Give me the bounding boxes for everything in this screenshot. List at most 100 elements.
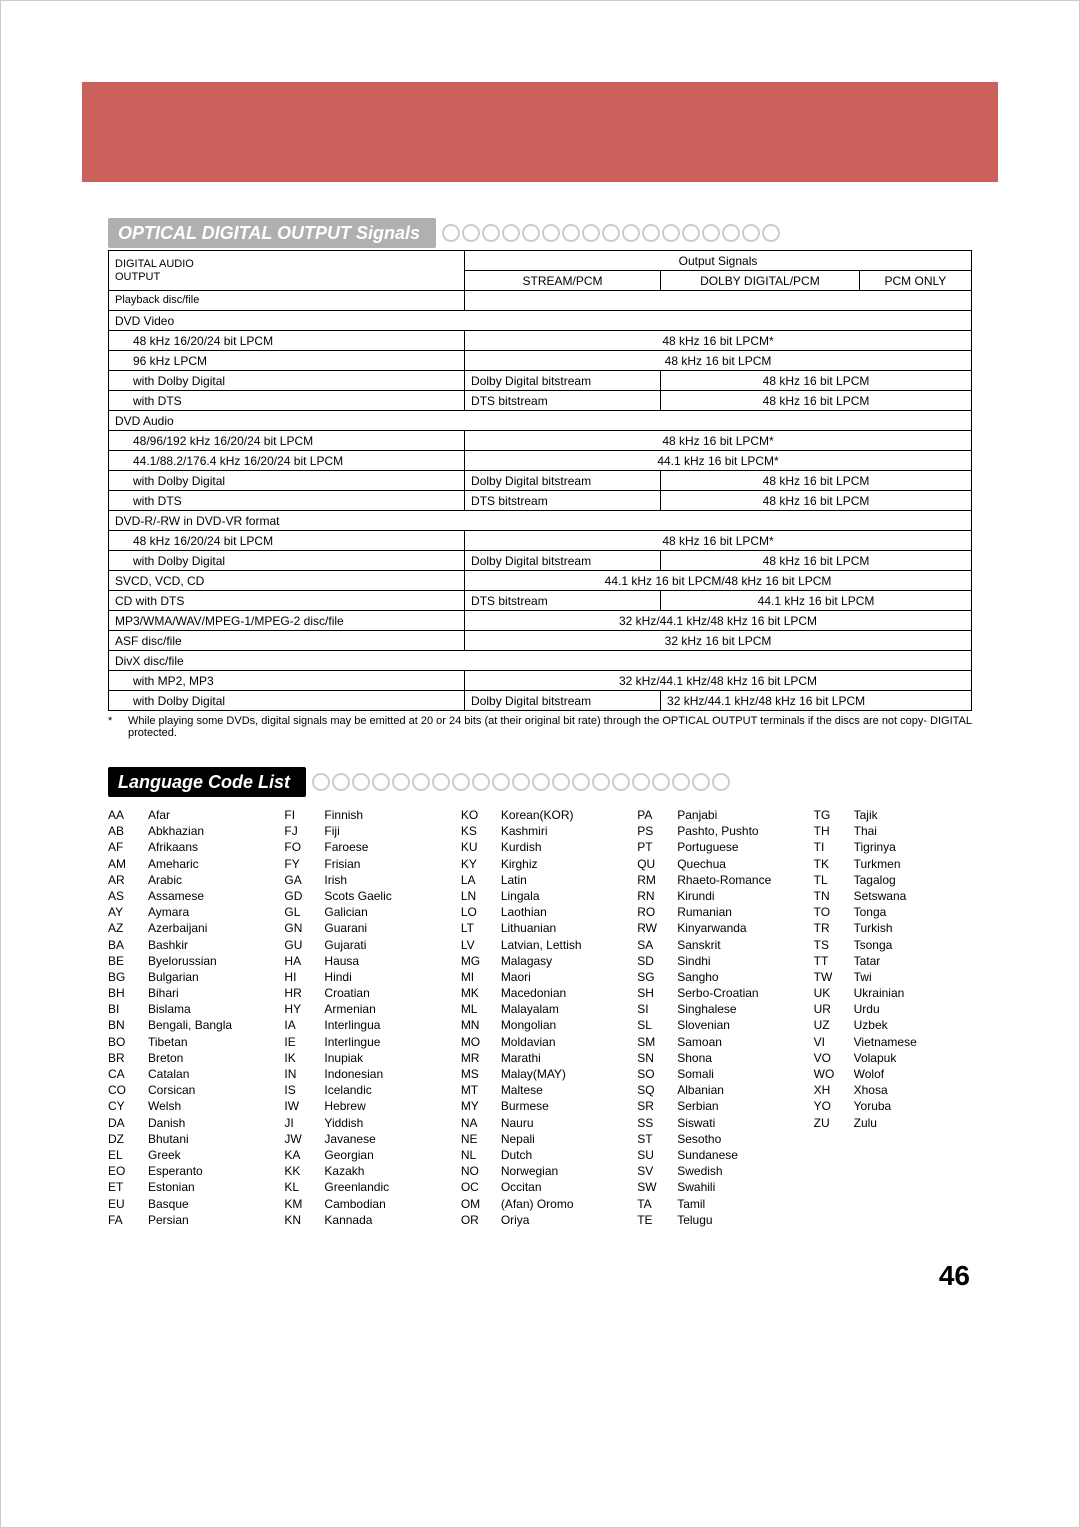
lang-row: MKMacedonian [461,985,619,1001]
lang-name: Yoruba [854,1098,972,1114]
lang-name: Turkmen [854,856,972,872]
lang-code: FY [284,856,314,872]
lang-row: HAHausa [284,953,442,969]
lang-name: Javanese [324,1131,442,1147]
lang-name: Kirghiz [501,856,619,872]
lang-name: Breton [148,1050,266,1066]
lang-row: FIFinnish [284,807,442,823]
lang-name: Arabic [148,872,266,888]
lang-row: TSTsonga [814,937,972,953]
lang-code: JI [284,1115,314,1131]
lang-name: Kashmiri [501,823,619,839]
lang-row: ELGreek [108,1147,266,1163]
lang-name: (Afan) Oromo [501,1196,619,1212]
lang-code: KY [461,856,491,872]
lang-code: AF [108,839,138,855]
lang-code: IW [284,1098,314,1114]
lang-code: PT [637,839,667,855]
lang-row: KSKashmiri [461,823,619,839]
lang-row: OM(Afan) Oromo [461,1196,619,1212]
lang-code: RM [637,872,667,888]
lang-name: Swedish [677,1163,795,1179]
lang-row: UZUzbek [814,1017,972,1033]
lang-row: TOTonga [814,904,972,920]
lang-name: Hebrew [324,1098,442,1114]
lang-name: Afar [148,807,266,823]
lang-row: NENepali [461,1131,619,1147]
lang-row: MLMalayalam [461,1001,619,1017]
content-area: OPTICAL DIGITAL OUTPUT Signals DIGITAL A… [108,218,972,1228]
lang-row: LVLatvian, Lettish [461,937,619,953]
lang-code: FJ [284,823,314,839]
lang-row: ABAbkhazian [108,823,266,839]
lang-row: SLSlovenian [637,1017,795,1033]
lang-code: EU [108,1196,138,1212]
lang-code: IN [284,1066,314,1082]
row-dvd-video: DVD Video [109,311,972,331]
lang-row: THThai [814,823,972,839]
lang-name: Panjabi [677,807,795,823]
lang-row: EOEsperanto [108,1163,266,1179]
lang-name: Urdu [854,1001,972,1017]
lang-code: NA [461,1115,491,1131]
lang-row: KKKazakh [284,1163,442,1179]
lang-name: Swahili [677,1179,795,1195]
lang-name: Kirundi [677,888,795,904]
lang-name: Volapuk [854,1050,972,1066]
lang-code: UK [814,985,844,1001]
lang-code: BR [108,1050,138,1066]
lang-code: SV [637,1163,667,1179]
lang-name: Tagalog [854,872,972,888]
lang-code: VI [814,1034,844,1050]
lang-name: Latvian, Lettish [501,937,619,953]
lang-name: Greenlandic [324,1179,442,1195]
lang-row: MRMarathi [461,1050,619,1066]
lang-row: INIndonesian [284,1066,442,1082]
lang-name: Thai [854,823,972,839]
lang-row: IW Hebrew [284,1098,442,1114]
lang-name: Kinyarwanda [677,920,795,936]
lang-name: Portuguese [677,839,795,855]
lang-name: Vietnamese [854,1034,972,1050]
lang-row: FOFaroese [284,839,442,855]
lang-code: GU [284,937,314,953]
lang-code: AA [108,807,138,823]
lang-row: TGTajik [814,807,972,823]
lang-code: SA [637,937,667,953]
lang-name: Esperanto [148,1163,266,1179]
th-pcm: PCM ONLY [859,271,971,291]
lang-row: BOTibetan [108,1034,266,1050]
lang-row: HRCroatian [284,985,442,1001]
lang-name: Byelorussian [148,953,266,969]
lang-name: Quechua [677,856,795,872]
lang-name: Kannada [324,1212,442,1228]
lang-col-3: KOKorean(KOR)KSKashmiriKUKurdishKYKirghi… [461,807,619,1228]
lang-name: Pashto, Pushto [677,823,795,839]
lang-name: Samoan [677,1034,795,1050]
lang-name: Siswati [677,1115,795,1131]
lang-code: IE [284,1034,314,1050]
lang-name: Somali [677,1066,795,1082]
lang-code: BI [108,1001,138,1017]
lang-row: TATamil [637,1196,795,1212]
lang-name: Corsican [148,1082,266,1098]
lang-row: SUSundanese [637,1147,795,1163]
lang-code: ET [108,1179,138,1195]
section1-title: OPTICAL DIGITAL OUTPUT Signals [108,218,436,248]
lang-row: GAIrish [284,872,442,888]
lang-name: Interlingua [324,1017,442,1033]
lang-name: Malagasy [501,953,619,969]
lang-code: DZ [108,1131,138,1147]
lang-row: FJFiji [284,823,442,839]
lang-code: BA [108,937,138,953]
lang-row: TNSetswana [814,888,972,904]
lang-row: HIHindi [284,969,442,985]
lang-name: Assamese [148,888,266,904]
lang-row: KMCambodian [284,1196,442,1212]
lang-name: Albanian [677,1082,795,1098]
page-number: 46 [939,1260,970,1292]
lang-code: AY [108,904,138,920]
lang-code: SS [637,1115,667,1131]
lang-row: DZBhutani [108,1131,266,1147]
lang-row: COCorsican [108,1082,266,1098]
